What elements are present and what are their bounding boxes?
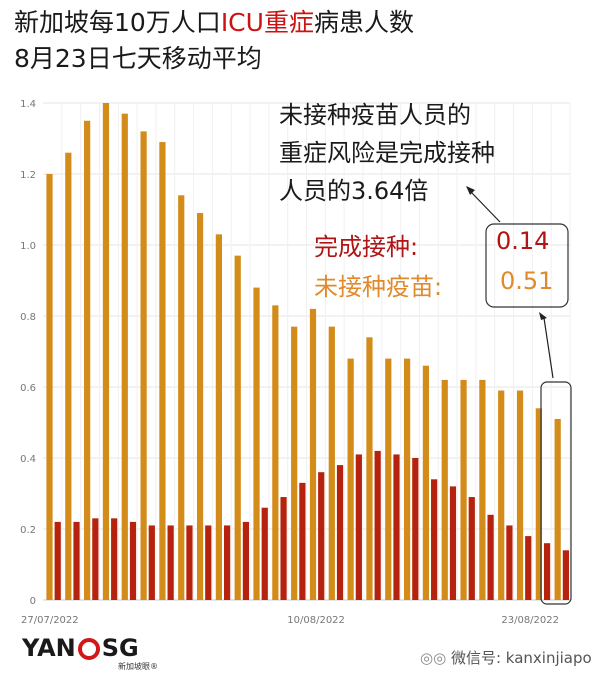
wechat-text: 微信号: kanxinjiapo: [450, 649, 592, 667]
logo-text-right: SG: [101, 634, 139, 662]
bar-unvaccinated: [140, 131, 147, 600]
bar-vaccinated: [525, 536, 532, 600]
bar-vaccinated: [186, 525, 193, 600]
wechat-id: ◎◎ 微信号: kanxinjiapo: [420, 647, 592, 668]
y-tick-label: 1.0: [20, 241, 36, 252]
title-highlight: ICU重症: [220, 8, 314, 37]
bar-vaccinated: [543, 543, 551, 600]
y-tick-label: 0.8: [20, 312, 36, 323]
bar-unvaccinated: [385, 358, 392, 600]
bar-vaccinated: [223, 525, 231, 600]
arrow-to-annotation: [470, 191, 501, 223]
bar-unvaccinated: [121, 113, 128, 601]
bar-vaccinated: [205, 525, 212, 600]
bar-unvaccinated: [46, 174, 53, 600]
risk-annotation: 未接种疫苗人员的 重症风险是完成接种 人员的3.64倍: [279, 96, 495, 210]
legend-unvaccinated-label: 未接种疫苗:: [314, 273, 443, 301]
bar-unvaccinated: [498, 390, 505, 600]
bar-unvaccinated: [178, 195, 185, 601]
value-box: [485, 223, 569, 308]
bar-unvaccinated: [102, 103, 110, 600]
bar-vaccinated: [148, 525, 155, 600]
bar-unvaccinated: [441, 379, 448, 600]
bar-unvaccinated: [535, 408, 542, 600]
x-tick-label: 23/08/2022: [501, 615, 559, 626]
bar-unvaccinated: [84, 120, 91, 600]
annotation-line-1: 未接种疫苗人员的: [279, 101, 471, 129]
arrow-head-1: [539, 312, 547, 320]
bar-vaccinated: [92, 518, 99, 600]
bar-vaccinated: [299, 482, 306, 600]
bar-vaccinated: [393, 454, 400, 600]
bar-vaccinated: [562, 550, 569, 600]
annotation-line-3: 人员的3.64倍: [279, 177, 429, 205]
bar-unvaccinated: [403, 358, 411, 600]
bar-unvaccinated: [328, 326, 335, 600]
bar-unvaccinated: [65, 152, 72, 600]
bar-vaccinated: [431, 479, 438, 600]
bar-unvaccinated: [196, 213, 204, 601]
chart-title: 新加坡每10万人口ICU重症病患人数: [14, 8, 414, 38]
bar-vaccinated: [468, 497, 475, 600]
bar-vaccinated: [412, 458, 419, 600]
bar-vaccinated: [111, 518, 118, 600]
bar-vaccinated: [261, 507, 268, 600]
arrow-head-2: [466, 186, 475, 195]
bar-vaccinated: [449, 486, 457, 600]
bar-vaccinated: [318, 472, 325, 600]
y-tick-label: 0.2: [20, 525, 36, 536]
logo-subtitle: 新加坡眼®: [118, 662, 158, 671]
bar-unvaccinated: [253, 287, 260, 600]
bar-unvaccinated: [554, 418, 561, 600]
bar-unvaccinated: [215, 234, 222, 600]
bar-vaccinated: [336, 465, 344, 600]
bar-vaccinated: [54, 521, 61, 600]
bar-vaccinated: [374, 450, 381, 600]
legend-vaccinated-label: 完成接种:: [314, 233, 419, 261]
bar-unvaccinated: [366, 337, 373, 600]
y-tick-label: 1.2: [20, 170, 36, 181]
bar-vaccinated: [487, 514, 494, 600]
x-tick-label: 27/07/2022: [21, 615, 79, 626]
y-tick-label: 0.4: [20, 454, 36, 465]
wechat-icon: ◎◎: [420, 649, 451, 667]
legend-unvaccinated-value: 0.51: [500, 267, 554, 295]
x-tick-label: 10/08/2022: [287, 615, 345, 626]
y-tick-label: 1.4: [20, 99, 36, 110]
bar-vaccinated: [280, 497, 287, 600]
logo: YAN SG: [22, 634, 139, 662]
bar-vaccinated: [129, 521, 137, 600]
annotation-line-2: 重症风险是完成接种: [279, 139, 495, 167]
bar-unvaccinated: [234, 255, 241, 600]
bar-unvaccinated: [272, 305, 279, 600]
bar-unvaccinated: [291, 326, 298, 600]
title-part-1: 新加坡每10万人口: [14, 8, 221, 37]
logo-text-left: YAN: [22, 634, 76, 662]
bar-vaccinated: [506, 525, 513, 600]
bar-vaccinated: [355, 454, 362, 600]
bar-unvaccinated: [159, 142, 166, 601]
y-tick-label: 0.6: [20, 383, 36, 394]
bar-unvaccinated: [309, 308, 317, 600]
logo-pin-icon: [77, 638, 100, 660]
bar-unvaccinated: [516, 390, 524, 600]
bar-unvaccinated: [460, 379, 467, 600]
title-part-2: 病患人数: [313, 8, 414, 37]
y-tick-label: 0: [30, 596, 36, 607]
highlight-box-latest: [540, 381, 572, 605]
chart-subtitle: 8月23日七天移动平均: [14, 44, 262, 73]
legend-vaccinated-value: 0.14: [496, 227, 550, 255]
bar-vaccinated: [167, 525, 174, 600]
arrow-to-value-box: [543, 317, 554, 379]
bar-unvaccinated: [479, 379, 486, 600]
bar-unvaccinated: [422, 365, 430, 600]
bar-unvaccinated: [347, 358, 354, 600]
bar-vaccinated: [73, 521, 80, 600]
bar-vaccinated: [242, 521, 250, 600]
